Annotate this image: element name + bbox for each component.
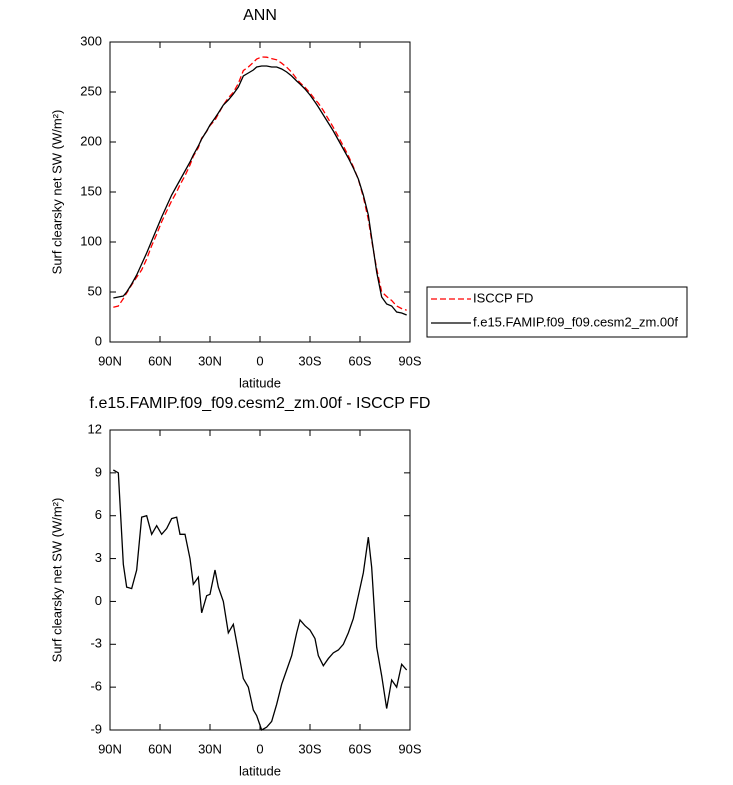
chart-title: f.e15.FAMIP.f09_f09.cesm2_zm.00f - ISCCP… [90,395,431,412]
x-tick-label: 30N [198,353,222,368]
x-tick-label: 60S [348,741,371,756]
x-tick-label: 90N [98,353,122,368]
data-line [113,469,408,731]
y-axis-label: Surf clearsky net SW (W/m²) [49,110,64,275]
legend-label: f.e15.FAMIP.f09_f09.cesm2_zm.00f [473,314,678,329]
y-tick-label: 6 [95,507,102,522]
y-tick-label: 12 [88,421,102,436]
x-tick-label: 30S [298,353,321,368]
plot-frame [109,429,411,731]
x-tick-label: 90S [398,353,421,368]
y-tick-label: 150 [80,183,102,198]
legend-box [426,286,688,338]
x-tick-label: 30N [198,741,222,756]
x-tick-label: 0 [256,353,263,368]
y-tick-label: -6 [90,679,102,694]
y-tick-label: 250 [80,83,102,98]
y-tick-label: 200 [80,133,102,148]
legend-label: ISCCP FD [473,290,533,305]
x-axis-label: latitude [239,375,281,390]
data-line [113,65,407,316]
y-tick-label: 100 [80,233,102,248]
x-tick-label: 60S [348,353,371,368]
x-tick-label: 90N [98,741,122,756]
x-tick-label: 60N [148,741,172,756]
y-axis-label: Surf clearsky net SW (W/m²) [49,498,64,663]
y-tick-label: -3 [90,636,102,651]
y-tick-label: 0 [95,333,102,348]
x-tick-label: 90S [398,741,421,756]
y-tick-label: 0 [95,593,102,608]
chart-title: ANN [243,7,277,24]
y-tick-label: 300 [80,33,102,48]
x-tick-label: 0 [256,741,263,756]
data-line [113,56,407,311]
y-tick-label: -9 [90,721,102,736]
x-axis-label: latitude [239,763,281,778]
y-tick-label: 9 [95,464,102,479]
x-tick-label: 60N [148,353,172,368]
y-tick-label: 3 [95,550,102,565]
x-tick-label: 30S [298,741,321,756]
y-tick-label: 50 [88,283,102,298]
plot-frame [109,41,411,343]
